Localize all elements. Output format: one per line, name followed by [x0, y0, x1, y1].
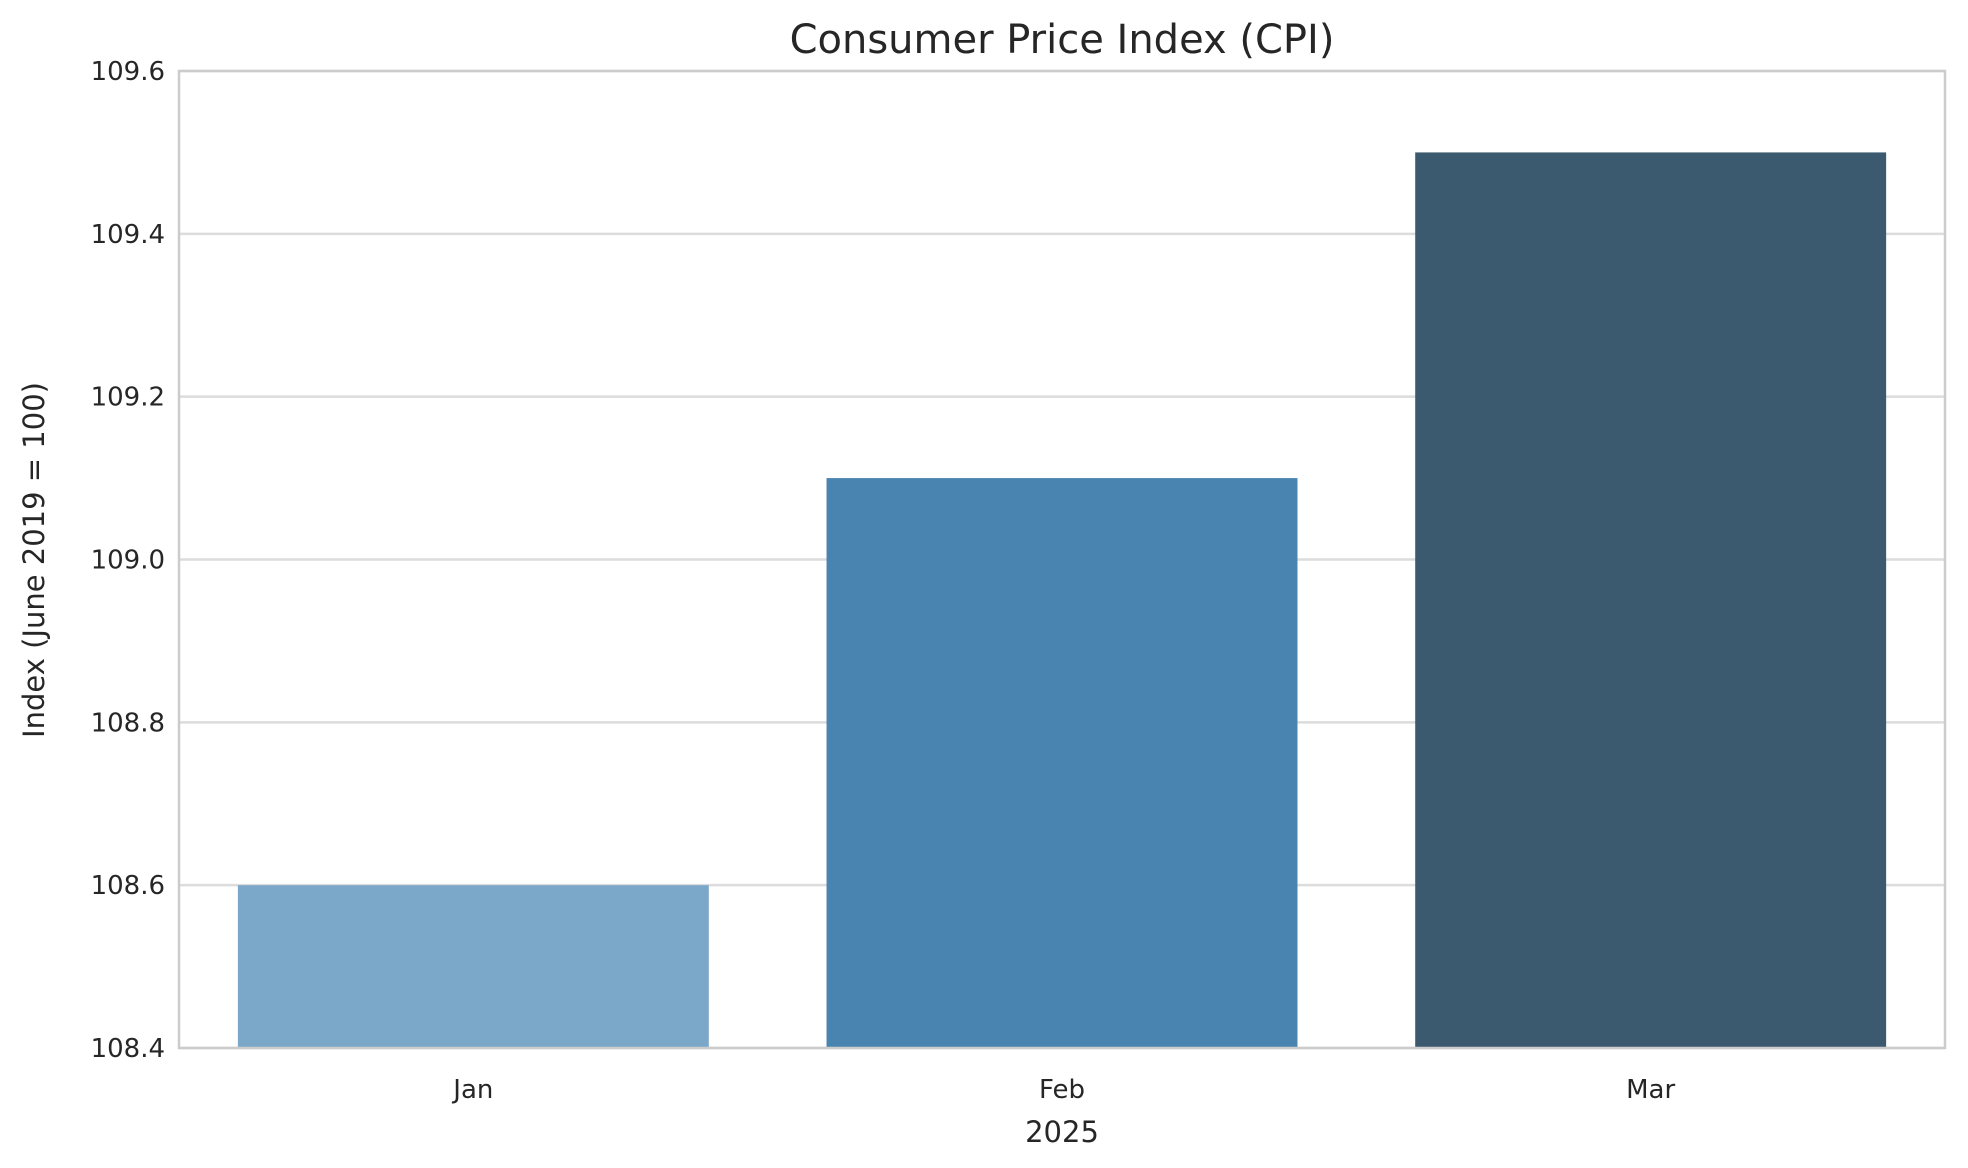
- x-tick-label-jan: Jan: [451, 1075, 493, 1105]
- y-tick-labels: 108.4 108.6 108.8 109.0 109.2 109.4 109.6: [91, 57, 165, 1064]
- bars: [237, 152, 1887, 1048]
- x-tick-label-feb: Feb: [1039, 1075, 1085, 1105]
- bar-jan: [237, 885, 709, 1048]
- bar-mar: [1415, 152, 1887, 1048]
- y-axis-label: Index (June 2019 = 100): [17, 382, 51, 738]
- y-tick-label: 109.0: [91, 546, 165, 576]
- plot-frame: [177, 69, 1947, 1050]
- chart-title: Consumer Price Index (CPI): [790, 17, 1335, 63]
- y-tick-label: 108.6: [91, 871, 165, 901]
- bar-feb: [826, 478, 1298, 1048]
- y-tick-label: 108.4: [91, 1034, 165, 1064]
- x-axis-label: 2025: [1025, 1115, 1099, 1149]
- x-tick-label-mar: Mar: [1626, 1075, 1675, 1105]
- y-tick-label: 109.6: [91, 57, 165, 87]
- x-tick-labels: Jan Feb Mar: [451, 1075, 1675, 1105]
- y-tick-label: 109.4: [91, 220, 165, 250]
- y-tick-label: 109.2: [91, 383, 165, 413]
- y-tick-label: 108.8: [91, 708, 165, 738]
